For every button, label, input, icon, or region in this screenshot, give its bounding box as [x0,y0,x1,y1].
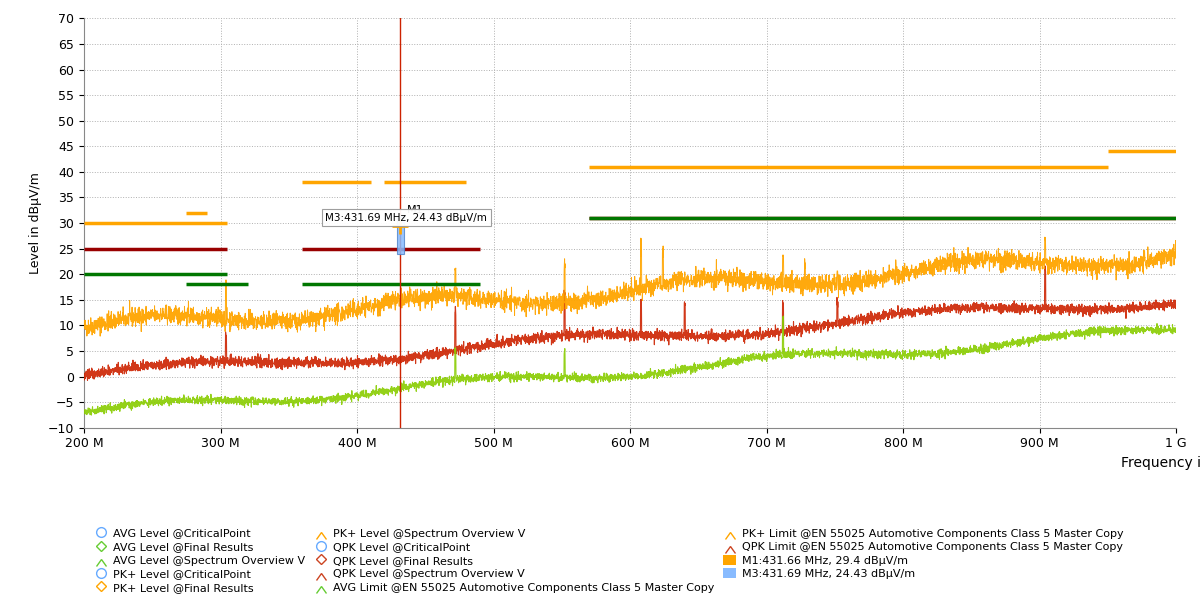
Text: M3:431.69 MHz, 24.43 dBµV/m: M3:431.69 MHz, 24.43 dBµV/m [325,213,487,223]
Bar [397,216,403,254]
Legend: AVG Level @CriticalPoint, AVG Level @Final Results, AVG Level @Spectrum Overview: AVG Level @CriticalPoint, AVG Level @Fin… [90,523,1128,597]
Text: M1: M1 [407,205,424,215]
X-axis label: Frequency in Hz: Frequency in Hz [1121,456,1200,470]
Y-axis label: Level in dBµV/m: Level in dBµV/m [29,172,42,274]
